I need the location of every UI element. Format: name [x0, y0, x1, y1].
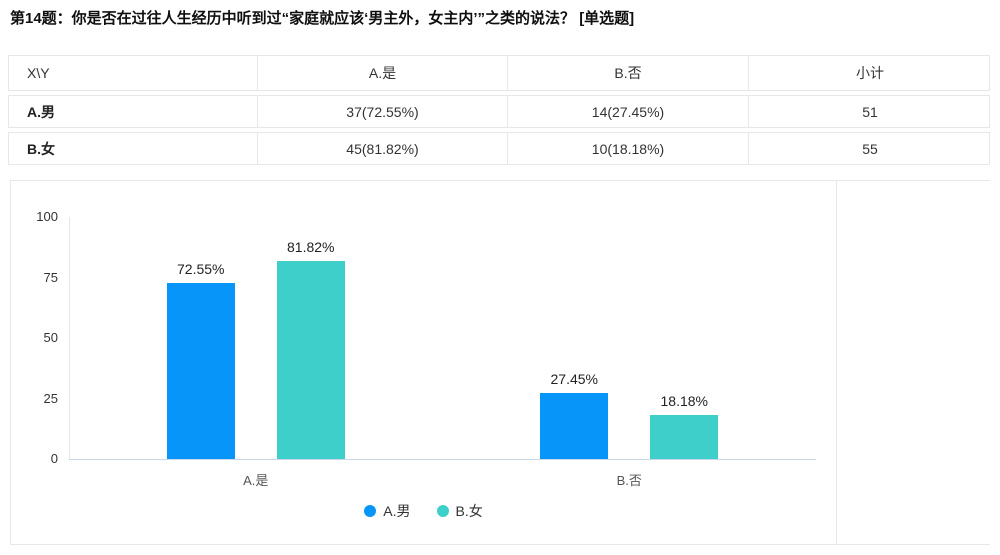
table-header-row: X\Y A.是 B.否 小计 — [8, 55, 990, 91]
table-row: A.男 37(72.55%) 14(27.45%) 51 — [8, 95, 990, 128]
bar-value-label: 72.55% — [177, 261, 225, 278]
bar-value-label: 18.18% — [660, 393, 708, 409]
table-cell: 37(72.55%) — [257, 96, 507, 127]
chart-card: 0 25 50 75 100 A.是 72.55% 81.82% B.否 27.45% 18.18%… — [10, 180, 990, 545]
chart-options-panel — [836, 181, 990, 544]
y-tick-label: 100 — [36, 209, 58, 224]
row-label: A.男 — [27, 103, 55, 120]
question-title: 第14题：你是否在过往人生经历中听到过“家庭就应该‘男主外，女主内’”之类的说法… — [10, 10, 635, 27]
legend-item[interactable]: A.男 — [364, 501, 411, 521]
bar-value-label: 81.82% — [287, 238, 335, 255]
category-label: B.否 — [616, 473, 642, 488]
legend-item[interactable]: B.女 — [436, 501, 483, 521]
legend-marker-icon — [436, 505, 449, 517]
table-cell: 51 — [748, 96, 991, 127]
table-row: B.女 45(81.82%) 10(18.18%) 55 — [8, 132, 990, 165]
y-tick-label: 50 — [43, 330, 58, 345]
table-cell: 45(81.82%) — [257, 133, 507, 164]
bar[interactable] — [650, 415, 719, 459]
row-label: B.女 — [27, 140, 55, 157]
bar[interactable] — [276, 260, 345, 459]
bar[interactable] — [166, 283, 235, 459]
bar-value-label: 27.45% — [550, 370, 598, 387]
x-axis-line — [69, 459, 816, 460]
table-header-cell: X\Y — [27, 65, 50, 81]
table-header-cell: A.是 — [257, 56, 507, 90]
table-cell: 14(27.45%) — [507, 96, 748, 127]
legend: A.男 B.女 — [11, 501, 836, 521]
legend-item-label: B.女 — [455, 503, 483, 519]
legend-item-label: A.男 — [383, 503, 411, 519]
y-tick-label: 25 — [43, 390, 58, 406]
table-cell: 55 — [748, 133, 991, 164]
table-cell: 10(18.18%) — [507, 133, 748, 164]
y-tick-label: 0 — [50, 451, 58, 466]
bar[interactable] — [540, 392, 609, 459]
y-tick-label: 75 — [43, 269, 58, 285]
crosstab-table: X\Y A.是 B.否 小计 A.男 37(72.55%) 14(27.45%)… — [8, 55, 990, 169]
table-header-cell: B.否 — [507, 56, 748, 90]
bar-chart: 0 25 50 75 100 A.是 72.55% 81.82% B.否 27.45% 18.18%… — [11, 181, 836, 544]
legend-marker-icon — [364, 505, 377, 517]
category-label: A.是 — [243, 473, 269, 488]
y-axis-line — [69, 217, 70, 459]
table-header-cell: 小计 — [748, 56, 991, 90]
